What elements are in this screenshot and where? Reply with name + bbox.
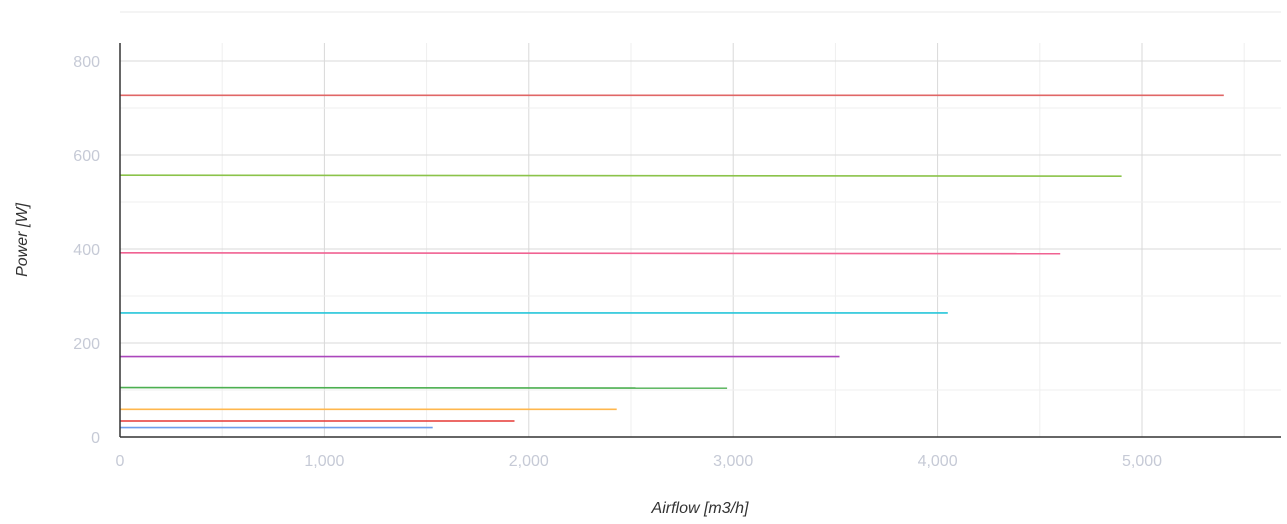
y-tick-label: 400 bbox=[73, 242, 100, 259]
y-tick-label: 800 bbox=[73, 54, 100, 71]
grid-layer bbox=[120, 43, 1281, 437]
series-line-3[interactable] bbox=[119, 252, 1061, 255]
series-layer bbox=[119, 94, 1224, 429]
series-line-6[interactable] bbox=[119, 386, 728, 389]
ticks-layer: 0 1,000 2,000 3,000 4,000 5,000 0 200 400 600 800 bbox=[73, 54, 1162, 470]
x-axis-title: Airflow [m3/h] bbox=[651, 500, 749, 517]
series-line-2[interactable] bbox=[119, 174, 1122, 177]
y-tick-label: 0 bbox=[91, 430, 100, 447]
axes-layer bbox=[119, 43, 1281, 438]
x-tick-label: 1,000 bbox=[304, 453, 344, 470]
x-tick-label: 0 bbox=[116, 453, 125, 470]
x-tick-label: 5,000 bbox=[1122, 453, 1162, 470]
x-tick-label: 4,000 bbox=[918, 453, 958, 470]
x-tick-label: 2,000 bbox=[509, 453, 549, 470]
y-tick-label: 200 bbox=[73, 336, 100, 353]
y-tick-label: 600 bbox=[73, 148, 100, 165]
x-tick-label: 3,000 bbox=[713, 453, 753, 470]
y-axis-title: Power [W] bbox=[14, 203, 31, 277]
